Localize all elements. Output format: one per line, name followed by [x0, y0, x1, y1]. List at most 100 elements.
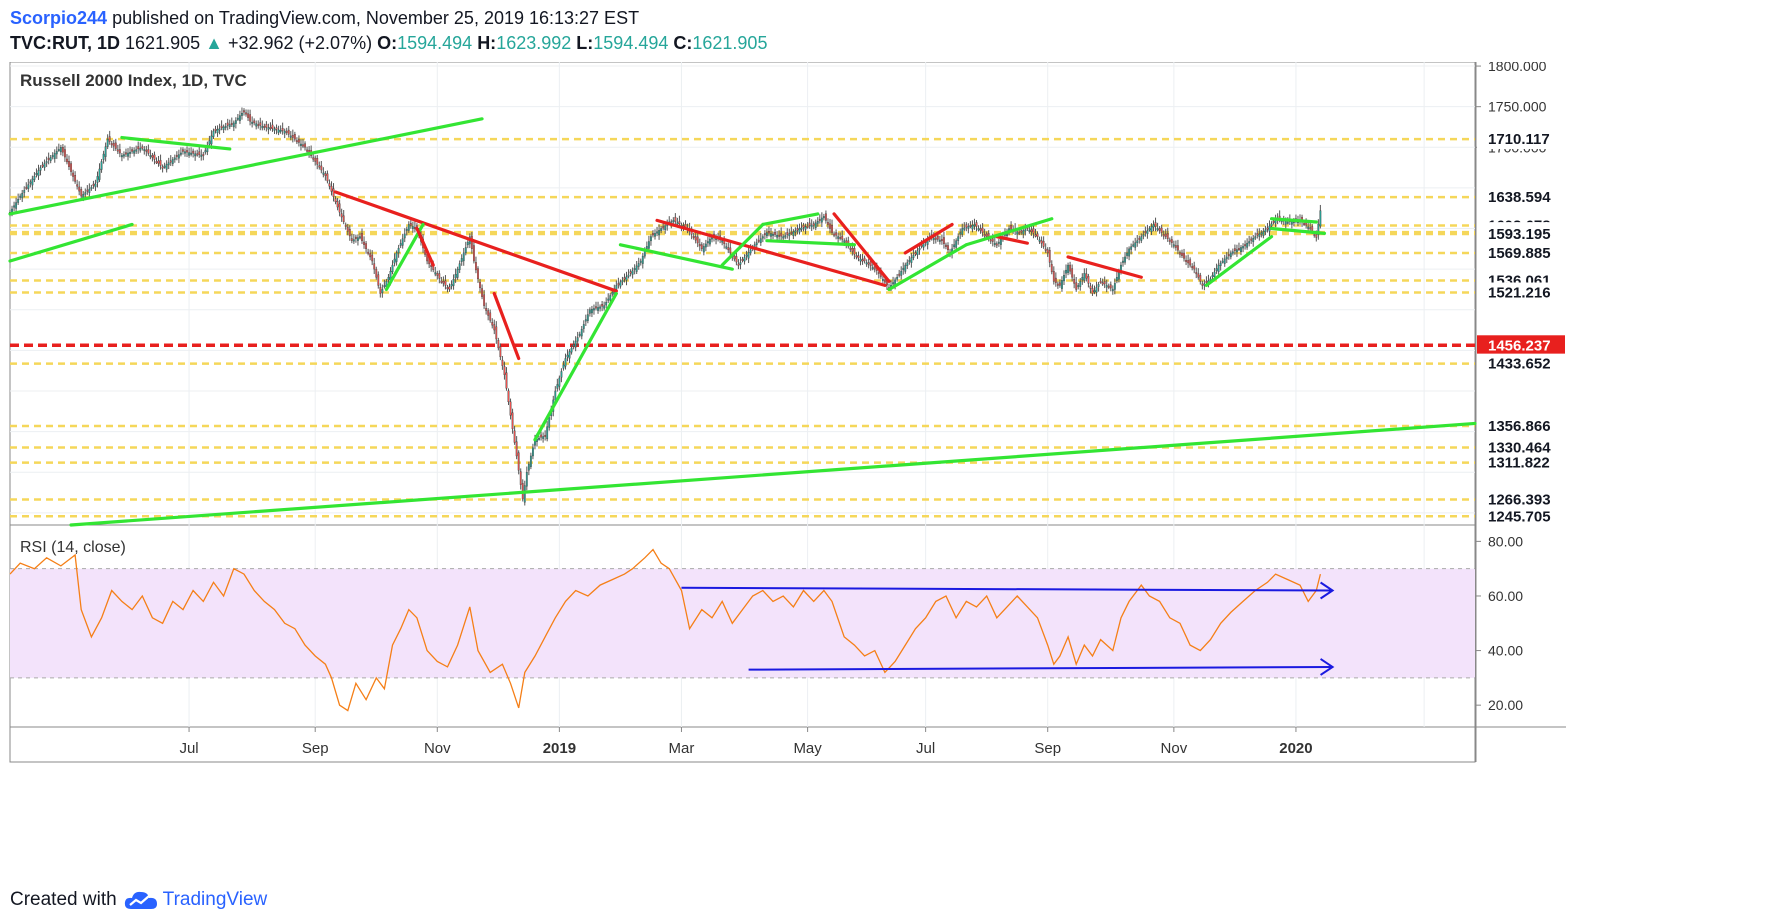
candle	[578, 331, 581, 338]
candle-body	[45, 161, 48, 164]
candle-body	[458, 263, 461, 270]
candle-body	[397, 247, 400, 254]
candle-body	[405, 228, 408, 231]
candle-body	[1091, 288, 1094, 294]
candle-body	[1083, 272, 1086, 281]
candle-body	[593, 308, 595, 311]
tradingview-brand-link[interactable]: TradingView	[162, 889, 268, 910]
candle-body	[904, 264, 907, 272]
candle-body	[1111, 289, 1114, 292]
candle-body	[808, 222, 811, 226]
candle	[184, 148, 186, 157]
price-chart[interactable]: 1800.0001750.0001700.0001710.1171638.594…	[0, 62, 1782, 882]
candle	[352, 234, 355, 244]
candle	[1179, 250, 1181, 258]
candle-body	[452, 279, 455, 286]
candle-body	[295, 140, 298, 143]
candle-body	[64, 149, 66, 158]
candle	[45, 156, 48, 167]
candle	[153, 151, 156, 165]
candle	[129, 146, 131, 158]
candle-body	[568, 351, 571, 359]
candle	[456, 266, 459, 280]
candle	[774, 228, 776, 238]
candle-body	[1122, 260, 1124, 263]
candle	[277, 125, 280, 136]
candle	[261, 120, 264, 131]
candle-body	[676, 222, 679, 225]
candle-body	[721, 240, 724, 243]
candle	[190, 147, 193, 157]
candle	[17, 193, 20, 205]
candle-body	[865, 262, 868, 265]
candle	[763, 230, 766, 240]
candle-body	[125, 152, 127, 155]
candle-body	[499, 346, 502, 358]
rsi-arrow-0	[681, 581, 1335, 600]
candle	[253, 118, 256, 126]
candle	[265, 121, 268, 132]
candle-body	[802, 225, 805, 228]
candle	[892, 276, 894, 287]
candle-body	[338, 203, 341, 213]
candle-body	[1189, 259, 1192, 266]
candle	[1044, 243, 1047, 253]
candle	[810, 219, 813, 231]
candle	[837, 232, 840, 244]
price-change: +32.962 (+2.07%)	[227, 33, 373, 53]
candle	[220, 120, 223, 131]
candle-body	[641, 255, 644, 264]
candle	[477, 266, 479, 283]
candle	[853, 245, 856, 260]
candle	[334, 196, 337, 205]
candle-body	[1252, 238, 1255, 243]
trend-line-green-12	[765, 239, 857, 247]
candle-body	[226, 122, 229, 126]
candle-body	[965, 224, 968, 228]
candle-body	[157, 160, 160, 164]
candle-body	[1142, 234, 1145, 237]
candle-body	[857, 255, 860, 259]
candle	[180, 147, 182, 157]
candle	[102, 150, 105, 164]
candle-body	[127, 152, 129, 157]
candle-body	[255, 123, 258, 127]
candle-body	[768, 231, 770, 234]
candle-body	[1073, 279, 1076, 284]
candle-body	[788, 233, 791, 237]
candle-body	[171, 159, 174, 164]
candle-body	[1174, 245, 1177, 248]
trend-line-red-6	[492, 291, 521, 361]
candle	[1036, 231, 1039, 240]
candle-body	[617, 283, 620, 286]
candle-body	[23, 190, 26, 193]
candle-body	[603, 305, 606, 309]
candle	[1254, 232, 1257, 241]
candle-body	[1195, 272, 1198, 275]
candle-body	[727, 247, 730, 251]
time-tick-label: 2020	[1279, 740, 1312, 757]
level-label-text: 1521.216	[1488, 285, 1551, 302]
candle	[489, 309, 492, 323]
candle-body	[232, 122, 235, 128]
candle-body	[916, 250, 919, 256]
candle-body	[281, 128, 284, 131]
candle-body	[143, 149, 146, 152]
candle-body	[548, 417, 551, 428]
candle	[1089, 282, 1092, 294]
candle	[513, 425, 516, 445]
candle	[1061, 276, 1063, 292]
candle	[1219, 260, 1222, 271]
candle-body	[820, 217, 823, 223]
candle	[194, 150, 197, 161]
candle-body	[300, 143, 302, 146]
candle-body	[173, 157, 176, 160]
candle	[676, 217, 679, 226]
candle	[814, 219, 817, 231]
candle-body	[560, 371, 563, 378]
candle	[792, 229, 795, 240]
candle	[495, 321, 498, 344]
candle	[1244, 240, 1246, 250]
author-link[interactable]: Scorpio244	[10, 8, 108, 28]
trend-line-green-8	[618, 243, 734, 271]
